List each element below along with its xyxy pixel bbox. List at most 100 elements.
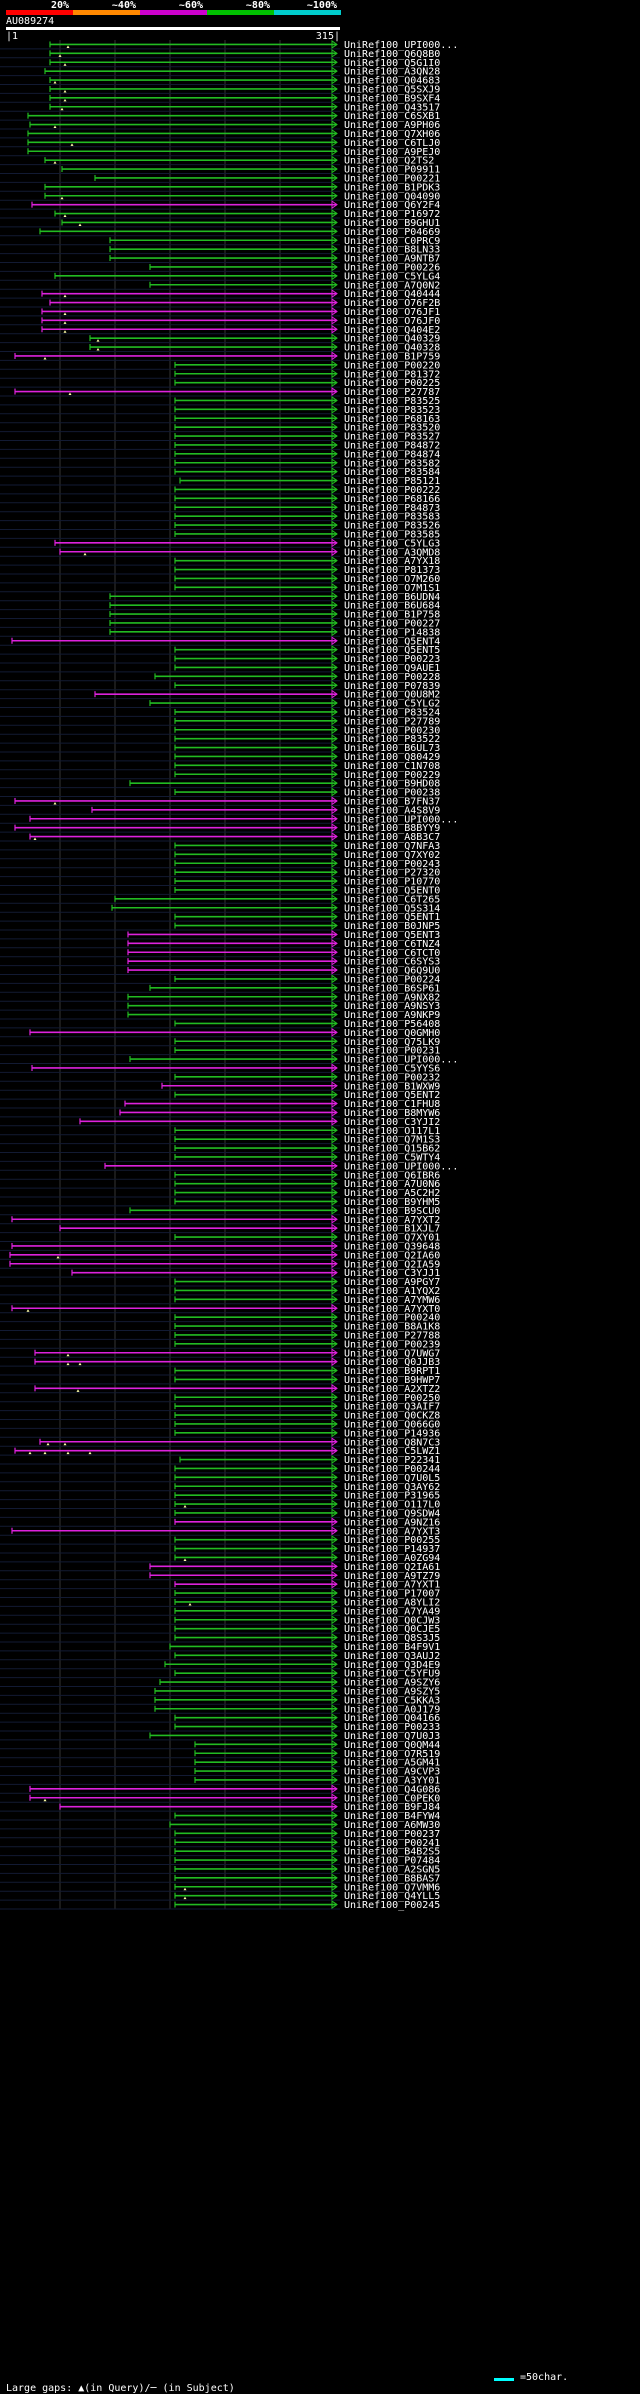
hit-row[interactable]: UniRef100_B8LN33: [0, 245, 440, 256]
hit-id-label[interactable]: UniRef100_P07484: [344, 1856, 440, 1867]
hit-row[interactable]: UniRef100_C5YFU9: [0, 1669, 440, 1680]
hit-row[interactable]: UniRef100_P83527: [0, 432, 440, 443]
hit-id-label[interactable]: UniRef100_Q404E2: [344, 325, 440, 336]
hit-row[interactable]: UniRef100_Q7XH06: [0, 129, 440, 140]
hit-row[interactable]: UniRef100_P84874: [0, 449, 440, 460]
hit-row[interactable]: UniRef100_P07484: [0, 1856, 440, 1867]
hit-row[interactable]: UniRef100_Q8S3J5: [0, 1633, 440, 1644]
hit-id-label[interactable]: UniRef100_C1N708: [344, 761, 440, 772]
hit-row[interactable]: UniRef100_P00250: [0, 1393, 440, 1404]
hit-id-label[interactable]: UniRef100_A7Q0N2: [344, 280, 440, 291]
hit-row[interactable]: UniRef100_A1YQX2: [0, 1286, 440, 1297]
hit-row[interactable]: UniRef100_P84872: [0, 440, 440, 451]
hit-id-label[interactable]: UniRef100_P17007: [344, 1589, 440, 1600]
hit-row[interactable]: UniRef100_P10770: [0, 877, 440, 888]
hit-id-label[interactable]: UniRef100_A9PGY7: [344, 1277, 440, 1288]
hit-row[interactable]: UniRef100_Q5ENT0: [0, 885, 440, 896]
hit-row[interactable]: UniRef100_C6SYS3: [0, 957, 440, 968]
hit-row[interactable]: UniRef100_B6U684: [0, 601, 440, 612]
hit-row[interactable]: UniRef100_Q43517: [0, 102, 440, 113]
hit-row[interactable]: UniRef100_P00237: [0, 1829, 440, 1840]
hit-id-label[interactable]: UniRef100_B9YHM5: [344, 1197, 440, 1208]
hit-id-label[interactable]: UniRef100_P00243: [344, 859, 440, 870]
hit-id-label[interactable]: UniRef100_A9NTB7: [344, 254, 440, 265]
hit-row[interactable]: UniRef100_A0ZG94: [0, 1553, 440, 1564]
hit-row[interactable]: UniRef100_A9NTB7: [0, 254, 440, 265]
hit-id-label[interactable]: UniRef100_A2SGN5: [344, 1864, 440, 1875]
hit-row[interactable]: UniRef100_Q2IA59: [0, 1259, 440, 1270]
hit-row[interactable]: UniRef100_A7YXT0: [0, 1304, 440, 1315]
hit-id-label[interactable]: UniRef100_B4FYW4: [344, 1811, 440, 1822]
hit-row[interactable]: UniRef100_B4B2S5: [0, 1847, 440, 1858]
hit-id-label[interactable]: UniRef100_Q0CJW3: [344, 1615, 440, 1626]
hit-row[interactable]: UniRef100_C0PRC9: [0, 236, 440, 247]
hit-id-label[interactable]: UniRef100_C5WTY4: [344, 1152, 440, 1163]
hit-id-label[interactable]: UniRef100_P83527: [344, 432, 440, 443]
hit-id-label[interactable]: UniRef100_P84873: [344, 503, 440, 514]
hit-id-label[interactable]: UniRef100_B1WXW9: [344, 1081, 440, 1092]
hit-row[interactable]: UniRef100_UPI000...: [0, 1161, 458, 1172]
hit-row[interactable]: UniRef100_P00232: [0, 1072, 440, 1083]
hit-id-label[interactable]: UniRef100_C6TNZ4: [344, 939, 440, 950]
hit-row[interactable]: UniRef100_P84873: [0, 503, 440, 514]
hit-row[interactable]: UniRef100_C5KKA3: [0, 1695, 440, 1706]
hit-id-label[interactable]: UniRef100_B4B2S5: [344, 1847, 440, 1858]
hit-row[interactable]: UniRef100_Q3AY62: [0, 1482, 440, 1493]
hit-row[interactable]: UniRef100_Q0JJB3: [0, 1357, 440, 1368]
hit-id-label[interactable]: UniRef100_C5YYS6: [344, 1063, 440, 1074]
hit-row[interactable]: UniRef100_Q5SXJ9: [0, 84, 440, 95]
hit-id-label[interactable]: UniRef100_B6UL73: [344, 743, 440, 754]
hit-row[interactable]: UniRef100_Q04090: [0, 191, 440, 202]
hit-row[interactable]: UniRef100_P00224: [0, 974, 440, 985]
hit-id-label[interactable]: UniRef100_Q6Y2F4: [344, 200, 440, 211]
hit-id-label[interactable]: UniRef100_B6UDN4: [344, 592, 440, 603]
hit-id-label[interactable]: UniRef100_Q8S3J5: [344, 1633, 440, 1644]
hit-row[interactable]: UniRef100_UPI000...: [0, 40, 458, 51]
hit-row[interactable]: UniRef100_A7YXT3: [0, 1526, 440, 1537]
hit-id-label[interactable]: UniRef100_P27789: [344, 716, 440, 727]
hit-id-label[interactable]: UniRef100_P00221: [344, 173, 440, 184]
hit-id-label[interactable]: UniRef100_B8BYY9: [344, 823, 440, 834]
hit-row[interactable]: UniRef100_B1PDK3: [0, 182, 440, 193]
hit-row[interactable]: UniRef100_A3QMD8: [0, 547, 440, 558]
hit-row[interactable]: UniRef100_P00240: [0, 1313, 440, 1324]
hit-id-label[interactable]: UniRef100_B8LN33: [344, 245, 440, 256]
hit-id-label[interactable]: UniRef100_P83582: [344, 458, 440, 469]
hit-id-label[interactable]: UniRef100_Q5ENT3: [344, 930, 440, 941]
hit-row[interactable]: UniRef100_A7U0N6: [0, 1179, 440, 1190]
hit-row[interactable]: UniRef100_A7YA49: [0, 1606, 440, 1617]
hit-row[interactable]: UniRef100_O7M1S1: [0, 583, 440, 594]
hit-id-label[interactable]: UniRef100_C6T265: [344, 894, 440, 905]
hit-row[interactable]: UniRef100_P27320: [0, 868, 440, 879]
hit-id-label[interactable]: UniRef100_P00228: [344, 672, 440, 683]
hit-row[interactable]: UniRef100_A6MW30: [0, 1820, 440, 1831]
hit-id-label[interactable]: UniRef100_A9SZY5: [344, 1686, 440, 1697]
hit-row[interactable]: UniRef100_P00222: [0, 485, 440, 496]
hit-id-label[interactable]: UniRef100_P83584: [344, 467, 440, 478]
hit-id-label[interactable]: UniRef100_B8A1K8: [344, 1322, 440, 1333]
hit-id-label[interactable]: UniRef100_O117L0: [344, 1500, 440, 1511]
hit-id-label[interactable]: UniRef100_P83525: [344, 396, 440, 407]
hit-row[interactable]: UniRef100_Q5ENT4: [0, 636, 440, 647]
hit-id-label[interactable]: UniRef100_A5GM41: [344, 1758, 440, 1769]
hit-row[interactable]: UniRef100_P00229: [0, 770, 440, 781]
hit-row[interactable]: UniRef100_Q404E2: [0, 325, 440, 336]
hit-id-label[interactable]: UniRef100_P00250: [344, 1393, 440, 1404]
hit-row[interactable]: UniRef100_P68163: [0, 414, 440, 425]
hit-id-label[interactable]: UniRef100_O7M260: [344, 574, 440, 585]
hit-row[interactable]: UniRef100_P00239: [0, 1339, 440, 1350]
hit-id-label[interactable]: UniRef100_P00244: [344, 1464, 440, 1475]
hit-row[interactable]: UniRef100_Q0CJE5: [0, 1624, 440, 1635]
hit-id-label[interactable]: UniRef100_Q04683: [344, 76, 440, 87]
hit-row[interactable]: UniRef100_C6SXB1: [0, 111, 440, 122]
hit-row[interactable]: UniRef100_P14936: [0, 1428, 440, 1439]
hit-id-label[interactable]: UniRef100_Q0CKZ8: [344, 1411, 440, 1422]
hit-row[interactable]: UniRef100_A9NKP9: [0, 1010, 440, 1021]
hit-row[interactable]: UniRef100_B4FYW4: [0, 1811, 440, 1822]
hit-id-label[interactable]: UniRef100_Q80429: [344, 752, 440, 763]
hit-id-label[interactable]: UniRef100_P83522: [344, 734, 440, 745]
hit-row[interactable]: UniRef100_P00223: [0, 654, 440, 665]
hit-row[interactable]: UniRef100_Q5ENT2: [0, 1090, 440, 1101]
hit-row[interactable]: UniRef100_Q40329: [0, 334, 440, 345]
hit-id-label[interactable]: UniRef100_Q066G0: [344, 1419, 440, 1430]
